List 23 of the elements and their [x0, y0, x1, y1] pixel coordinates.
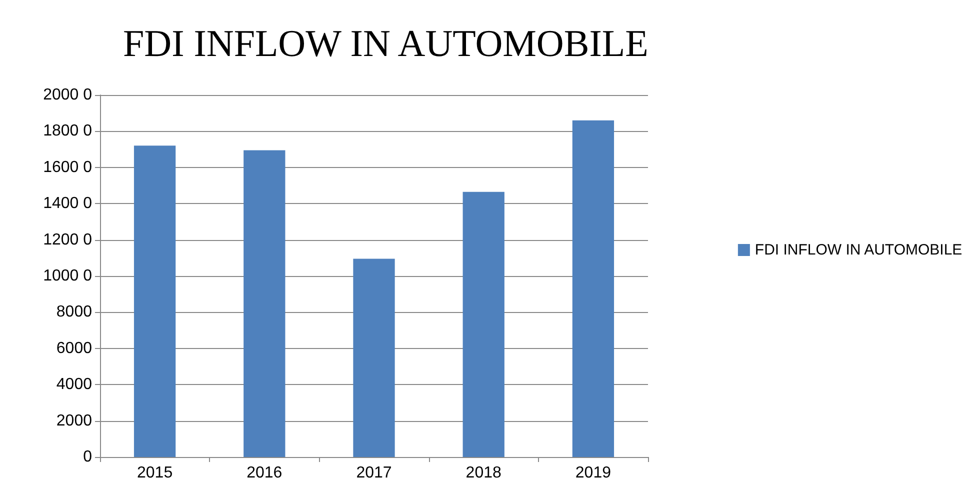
y-tick-label: 1600 0	[43, 158, 92, 176]
bar	[572, 120, 614, 457]
x-tick-label: 2017	[356, 464, 392, 482]
bar	[353, 258, 395, 457]
bar	[134, 146, 176, 457]
y-tick-label: 1800 0	[43, 122, 92, 140]
y-tick-label: 2000 0	[43, 86, 92, 104]
x-tick-label: 2018	[466, 464, 502, 482]
y-tick-label: 4000	[56, 376, 92, 394]
x-tick-label: 2015	[137, 464, 173, 482]
y-tick-label: 8000	[56, 304, 92, 321]
bar	[244, 150, 286, 457]
y-tick-label: 0	[83, 448, 92, 466]
y-tick-label: 6000	[56, 340, 92, 357]
y-tick-label: 1200 0	[43, 231, 92, 248]
y-tick-label: 2000	[56, 412, 92, 430]
bar	[462, 192, 504, 457]
x-tick-label: 2019	[575, 464, 612, 482]
chart-title: FDI INFLOW IN AUTOMOBILE	[123, 23, 648, 65]
legend-label: FDI INFLOW IN AUTOMOBILE	[754, 242, 962, 258]
x-tick-label: 2016	[246, 464, 282, 482]
y-tick-label: 1000 0	[43, 268, 92, 284]
y-tick-label: 1400 0	[43, 195, 92, 212]
